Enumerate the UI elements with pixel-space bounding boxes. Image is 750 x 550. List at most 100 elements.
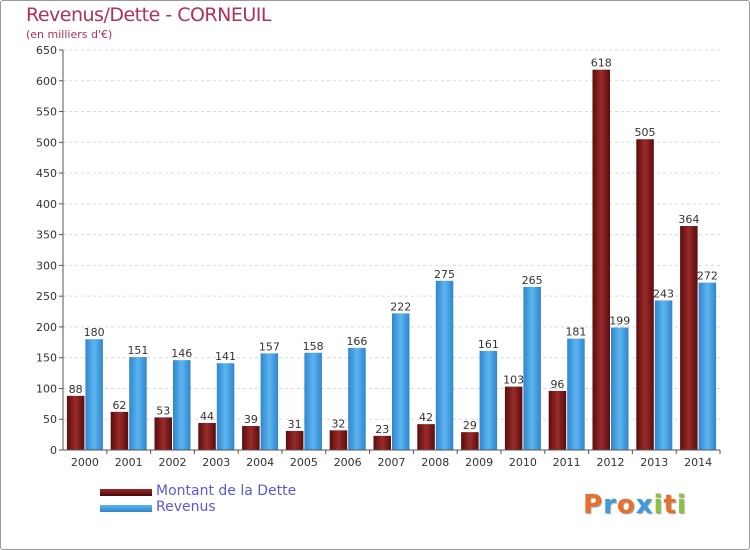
chart-subtitle: (en milliers d'€) <box>26 28 113 41</box>
bar-debt <box>285 430 304 450</box>
legend-label-debt: Montant de la Dette <box>156 483 297 499</box>
data-label-debt: 44 <box>200 410 214 423</box>
x-tick-label: 2013 <box>640 456 668 469</box>
labels: 0 50 100 150 200 250 300 350 400 450 500 550 600 650 2… <box>36 44 718 469</box>
bar-debt <box>680 226 698 450</box>
bar-revenue <box>567 338 585 450</box>
y-tick-label: 50 <box>43 413 57 426</box>
bar-debt <box>504 386 523 450</box>
data-label-revenue: 158 <box>303 340 324 353</box>
data-label-revenue: 199 <box>609 315 630 328</box>
x-tick-label: 2008 <box>421 456 449 469</box>
bars <box>66 69 717 450</box>
data-label-revenue: 157 <box>259 340 280 353</box>
data-label-revenue: 146 <box>171 347 192 360</box>
bar-revenue <box>216 363 235 450</box>
y-tick-label: 0 <box>50 444 57 457</box>
y-tick-label: 250 <box>36 290 57 303</box>
data-label-revenue: 181 <box>565 326 586 339</box>
data-label-revenue: 180 <box>84 326 105 339</box>
x-tick-label: 2003 <box>202 456 230 469</box>
x-tick-label: 2014 <box>684 456 712 469</box>
y-tick-label: 350 <box>36 229 57 242</box>
data-label-revenue: 272 <box>697 270 718 283</box>
grid-lines <box>63 49 720 420</box>
x-tick-label: 2005 <box>290 456 318 469</box>
logo-letter: i <box>676 490 687 520</box>
bar-debt <box>154 417 172 450</box>
bar-debt <box>592 69 610 450</box>
bar-debt <box>461 432 479 450</box>
x-tick-label: 2000 <box>71 456 99 469</box>
y-tick-label: 100 <box>36 382 57 395</box>
y-tick-label: 650 <box>36 44 57 57</box>
bar-revenue <box>611 327 629 450</box>
x-tick-label: 2010 <box>509 456 537 469</box>
x-tick-label: 2002 <box>159 456 187 469</box>
data-label-revenue: 161 <box>478 338 499 351</box>
data-label-revenue: 243 <box>653 287 674 300</box>
bar-revenue <box>304 352 322 450</box>
x-tick-label: 2004 <box>246 456 274 469</box>
data-label-revenue: 151 <box>127 344 148 357</box>
bar-revenue <box>435 280 454 450</box>
bar-debt <box>110 411 129 450</box>
data-label-debt: 29 <box>463 419 477 432</box>
y-tick-label: 500 <box>36 136 57 149</box>
y-tick-label: 600 <box>36 75 57 88</box>
bar-debt <box>329 430 348 450</box>
data-label-debt: 39 <box>244 413 258 426</box>
legend-label-revenue: Revenus <box>156 499 216 515</box>
bar-debt <box>548 390 567 450</box>
bar-debt <box>417 424 435 450</box>
logo-letter: P <box>583 490 604 520</box>
logo-letter: x <box>635 490 654 520</box>
bar-revenue <box>85 339 103 450</box>
bar-revenue <box>523 286 541 450</box>
y-tick-label: 400 <box>36 198 57 211</box>
bar-revenue <box>260 353 279 450</box>
data-label-revenue: 275 <box>434 268 455 281</box>
data-label-debt: 103 <box>503 374 524 387</box>
logo-letter: o <box>616 490 636 520</box>
data-label-debt: 505 <box>635 126 656 139</box>
bar-revenue <box>173 360 191 450</box>
logo-letter: i <box>653 490 664 520</box>
data-label-debt: 31 <box>288 418 302 431</box>
data-label-revenue: 222 <box>390 300 411 313</box>
y-tick-label: 150 <box>36 352 57 365</box>
data-label-debt: 62 <box>112 399 126 412</box>
chart-title: Revenus/Dette - CORNEUIL <box>26 4 271 26</box>
logo-letter: r <box>603 490 617 520</box>
bar-revenue <box>348 347 366 450</box>
x-tick-label: 2012 <box>597 456 625 469</box>
y-tick-label: 300 <box>36 259 57 272</box>
x-tick-label: 2001 <box>115 456 143 469</box>
bar-chart: 0 50 100 150 200 250 300 350 400 450 500 550 600 650 2… <box>36 44 721 469</box>
y-tick-label: 450 <box>36 167 57 180</box>
bar-revenue <box>392 313 410 450</box>
y-tick-label: 200 <box>36 321 57 334</box>
proxiti-logo: Proxiti <box>583 490 687 520</box>
data-label-debt: 23 <box>375 423 389 436</box>
data-label-debt: 88 <box>69 383 83 396</box>
data-label-revenue: 166 <box>346 335 367 348</box>
bar-debt <box>198 422 216 450</box>
x-tick-label: 2009 <box>465 456 493 469</box>
data-label-debt: 96 <box>550 378 564 391</box>
data-label-debt: 364 <box>678 213 699 226</box>
bar-debt <box>373 435 391 450</box>
bar-revenue <box>479 350 498 450</box>
x-tick-label: 2011 <box>553 456 581 469</box>
legend-swatch-revenue <box>100 505 152 512</box>
x-tick-label: 2006 <box>334 456 362 469</box>
data-label-debt: 32 <box>331 417 345 430</box>
x-tick-label: 2007 <box>378 456 406 469</box>
bar-debt <box>636 139 654 450</box>
bar-debt <box>66 395 85 450</box>
axes <box>59 49 721 454</box>
bar-debt <box>242 426 260 450</box>
logo-letter: t <box>663 490 677 520</box>
data-label-revenue: 265 <box>522 274 543 287</box>
